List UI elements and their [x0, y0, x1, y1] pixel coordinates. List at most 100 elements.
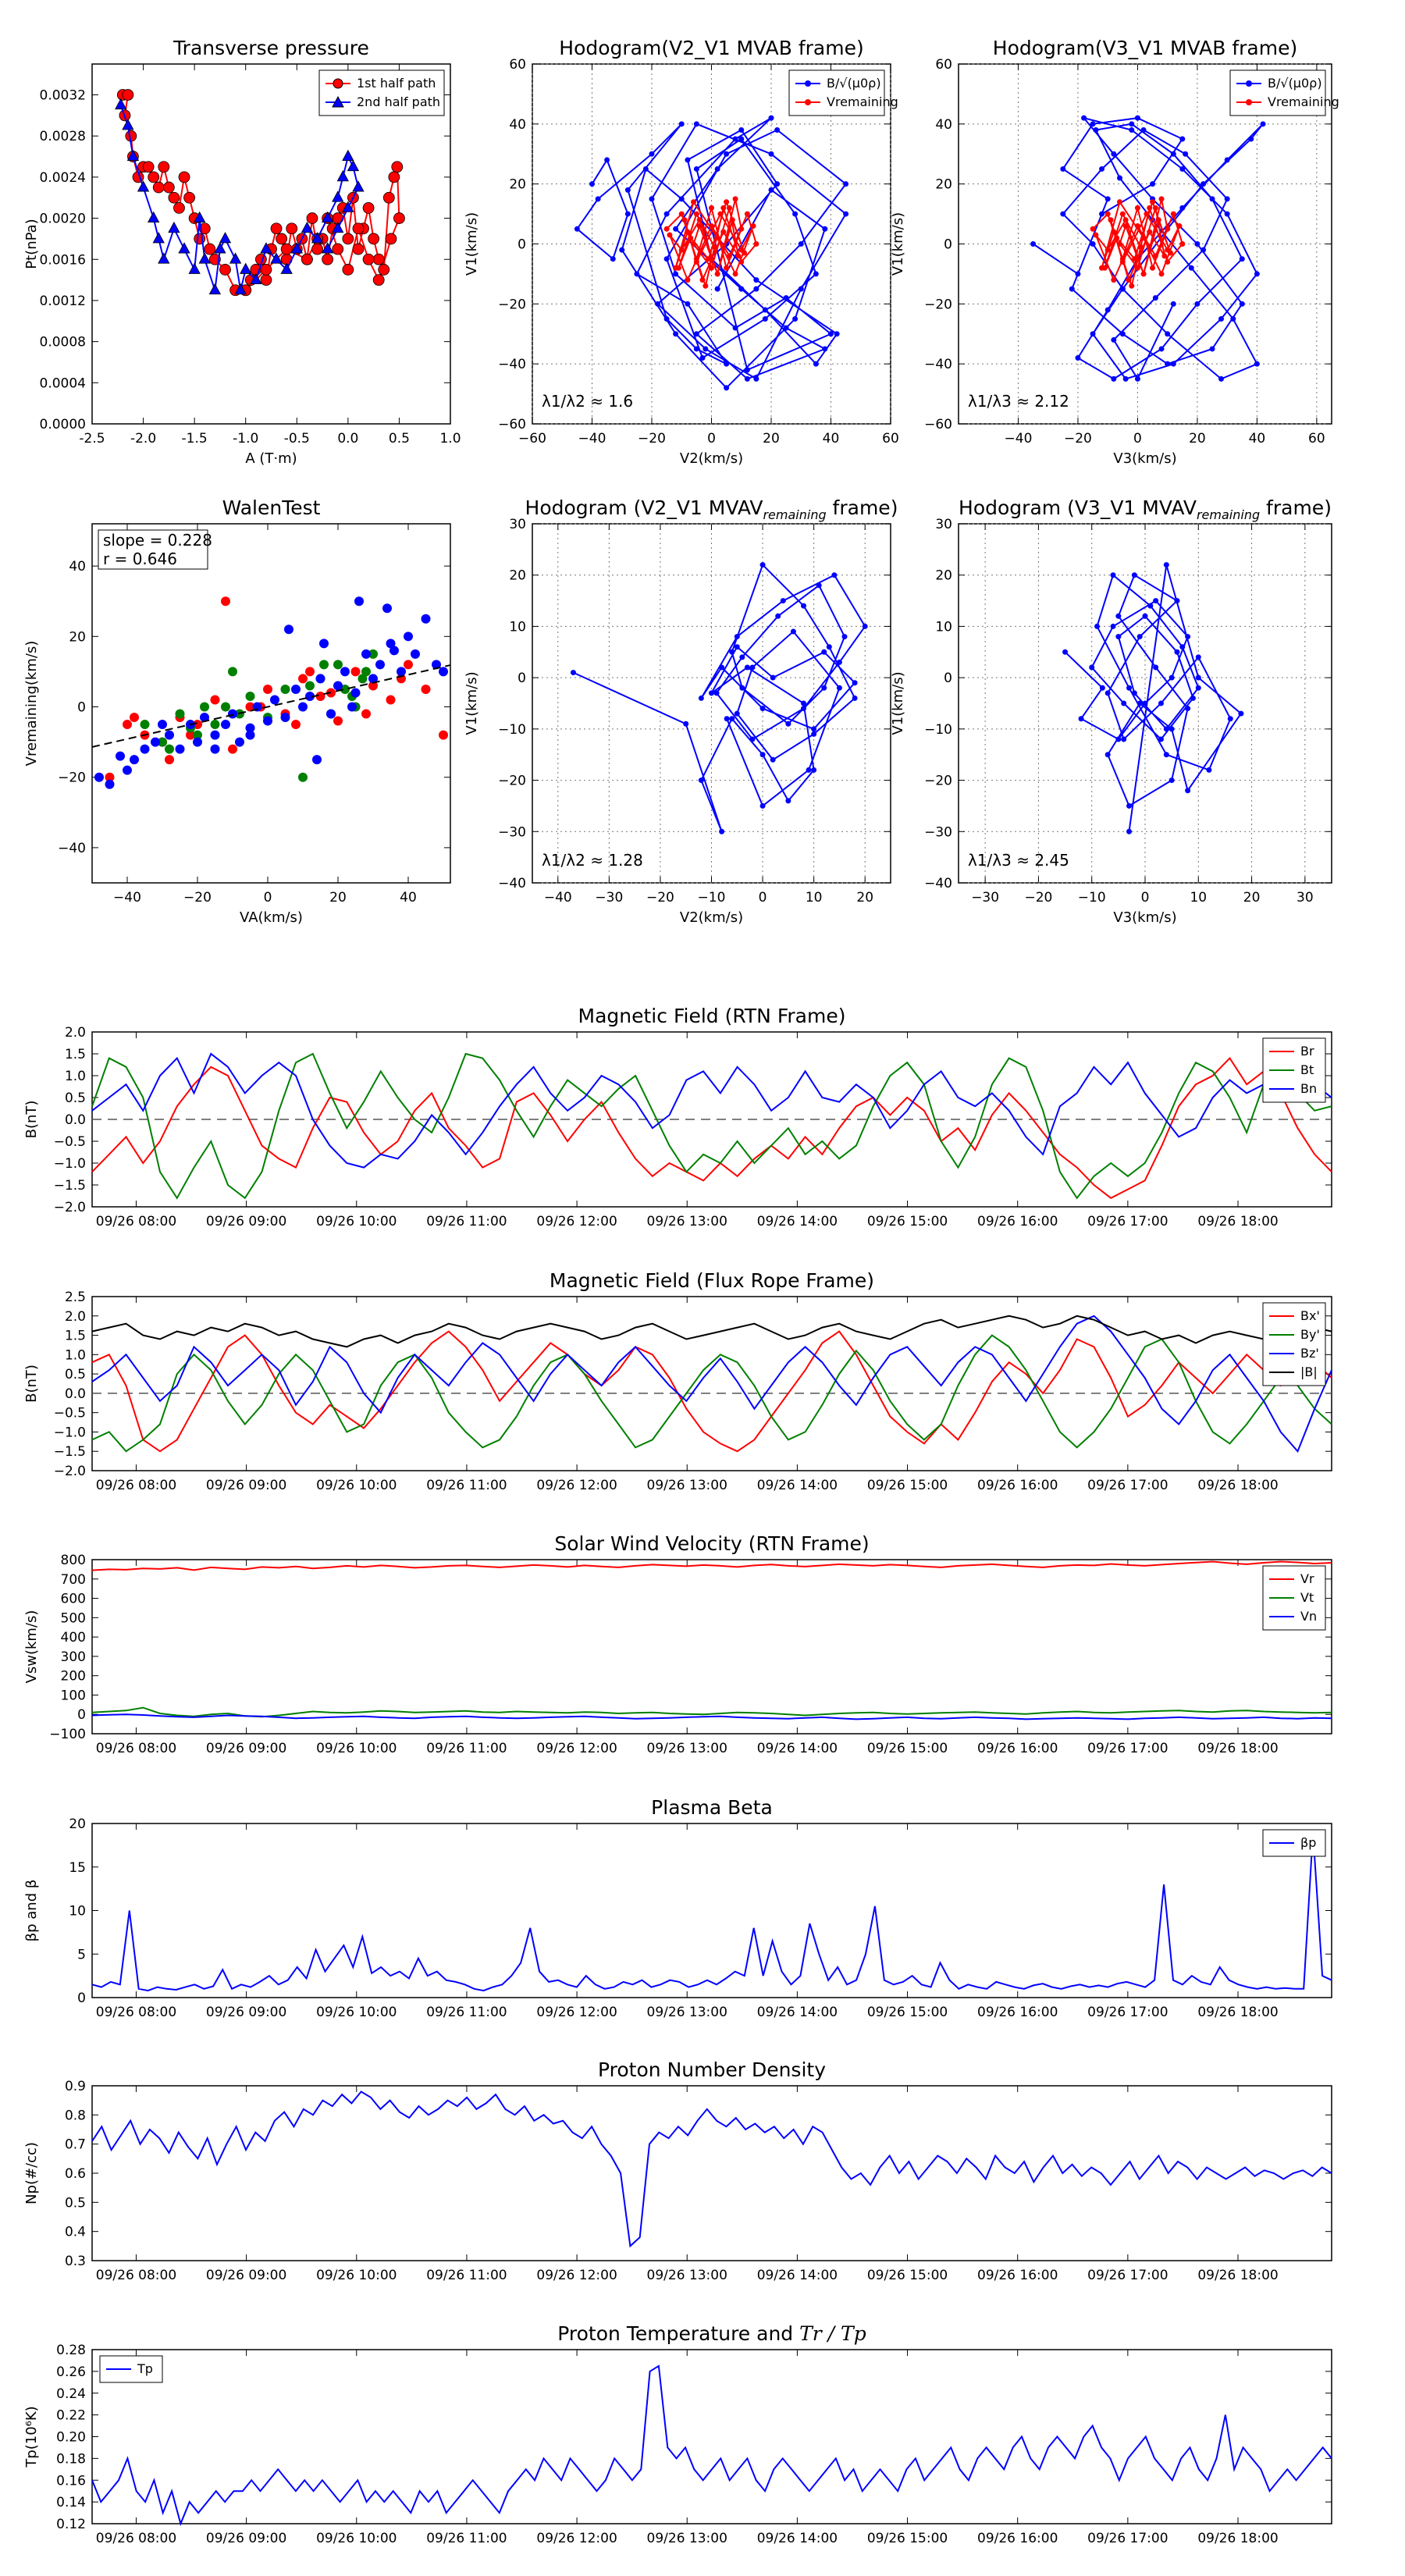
- data-point: [729, 716, 735, 722]
- data-point: [368, 674, 378, 684]
- data-point: [130, 713, 139, 723]
- chart-tpd: 09/26 08:00 09/26 09:00 09/26 10:00 09/26 1…: [23, 2322, 1332, 2546]
- data-point: [1200, 181, 1207, 187]
- y-tick-label: 40: [935, 117, 952, 133]
- data-point: [1224, 211, 1230, 217]
- data-point: [1150, 199, 1156, 205]
- data-point: [178, 242, 190, 254]
- data-point: [1147, 229, 1153, 235]
- data-point: [397, 667, 406, 677]
- data-point: [841, 634, 848, 640]
- data-point: [1152, 295, 1158, 301]
- fit-line: [91, 664, 451, 748]
- data-point: [1248, 136, 1254, 142]
- data-point: [619, 247, 625, 253]
- y-tick-label: 500: [61, 1610, 86, 1626]
- chart-title: Hodogram(V3_V1 MVAB frame): [993, 37, 1297, 59]
- y-tick-label: −20: [498, 774, 526, 789]
- plot-frame: [91, 2085, 1332, 2261]
- time-tick-label: 09/26 15:00: [867, 2005, 948, 2020]
- y-tick-label: 0.0032: [40, 88, 86, 104]
- data-point: [326, 709, 336, 719]
- data-point: [354, 596, 364, 607]
- data-point: [228, 667, 237, 677]
- time-tick-label: 09/26 08:00: [96, 2268, 176, 2283]
- x-tick-label: -2.5: [79, 431, 105, 447]
- x-tick-label: 0: [1141, 890, 1150, 906]
- data-point: [1126, 802, 1133, 809]
- data-point: [1122, 375, 1129, 382]
- legend: Vr Vt Vn: [1262, 1565, 1326, 1631]
- data-point: [673, 331, 679, 337]
- data-point: [1165, 331, 1171, 337]
- data-point: [1121, 736, 1127, 742]
- y-tick-label: 0.20: [56, 2430, 86, 2446]
- data-point: [311, 232, 324, 244]
- data-point: [152, 232, 165, 244]
- data-point: [1132, 256, 1138, 262]
- data-point: [333, 681, 343, 691]
- chart-vsw: 09/26 08:00 09/26 09:00 09/26 10:00 09/26 1…: [23, 1532, 1332, 1756]
- data-point: [306, 212, 318, 224]
- y-tick-label: 1.0: [65, 1347, 86, 1363]
- x-tick-label: 10: [806, 890, 823, 906]
- data-point: [729, 649, 735, 655]
- time-tick-label: 09/26 14:00: [757, 1741, 838, 1756]
- data-point: [702, 283, 709, 289]
- data-point: [734, 634, 740, 640]
- data-point: [753, 286, 759, 292]
- data-point: [749, 736, 756, 742]
- time-tick-label: 09/26 10:00: [316, 1741, 397, 1756]
- legend-label: 2nd half path: [357, 94, 440, 109]
- data-point: [221, 596, 230, 607]
- data-point: [1260, 121, 1266, 127]
- data-point: [1060, 211, 1066, 217]
- data-point: [678, 247, 685, 253]
- time-tick-label: 09/26 11:00: [426, 1478, 507, 1493]
- data-point: [1190, 695, 1196, 701]
- y-tick-label: 0.24: [56, 2386, 86, 2402]
- y-tick-label: −30: [498, 824, 526, 840]
- y-tick-label: 60: [935, 57, 952, 73]
- series-line-βp: [91, 1832, 1332, 1992]
- data-point: [168, 191, 180, 204]
- time-tick-label: 09/26 18:00: [1197, 1214, 1278, 1229]
- data-point: [1060, 165, 1066, 172]
- data-point: [709, 205, 714, 211]
- legend-marker: [1246, 80, 1252, 87]
- data-point: [148, 171, 160, 183]
- time-tick-label: 09/26 16:00: [977, 2268, 1058, 2283]
- data-point: [301, 221, 314, 233]
- data-point: [361, 667, 371, 677]
- chart-title: Solar Wind Velocity (RTN Frame): [554, 1532, 869, 1555]
- time-tick-label: 09/26 12:00: [536, 2005, 617, 2020]
- data-point: [311, 243, 323, 255]
- data-point: [378, 264, 390, 276]
- y-tick-label: 20: [509, 568, 526, 584]
- y-tick-label: −20: [58, 770, 86, 786]
- plot-frame: [91, 63, 451, 425]
- data-point: [1174, 598, 1180, 604]
- series-line-Vr: [91, 1560, 1332, 1571]
- legend-label: B/√(μ0ρ): [1268, 76, 1322, 91]
- data-point: [1179, 136, 1186, 142]
- time-tick-label: 09/26 12:00: [536, 2268, 617, 2283]
- legend-marker: [332, 95, 344, 108]
- data-point: [151, 737, 160, 747]
- data-point: [744, 367, 750, 373]
- data-point: [1030, 241, 1037, 247]
- data-point: [1126, 277, 1132, 283]
- time-tick-label: 09/26 17:00: [1087, 1478, 1168, 1493]
- data-point: [1165, 259, 1171, 265]
- plot-frame: [91, 1559, 1332, 1735]
- time-tick-label: 09/26 09:00: [206, 1478, 286, 1493]
- chart-title: Plasma Beta: [651, 1796, 773, 1819]
- data-point: [1119, 331, 1126, 337]
- data-point: [1254, 361, 1260, 367]
- data-point: [1168, 250, 1174, 256]
- data-point: [749, 664, 756, 671]
- legend-label: Vn: [1300, 1609, 1317, 1624]
- time-tick-label: 09/26 14:00: [757, 2005, 838, 2020]
- data-point: [595, 196, 601, 202]
- data-point: [774, 181, 781, 187]
